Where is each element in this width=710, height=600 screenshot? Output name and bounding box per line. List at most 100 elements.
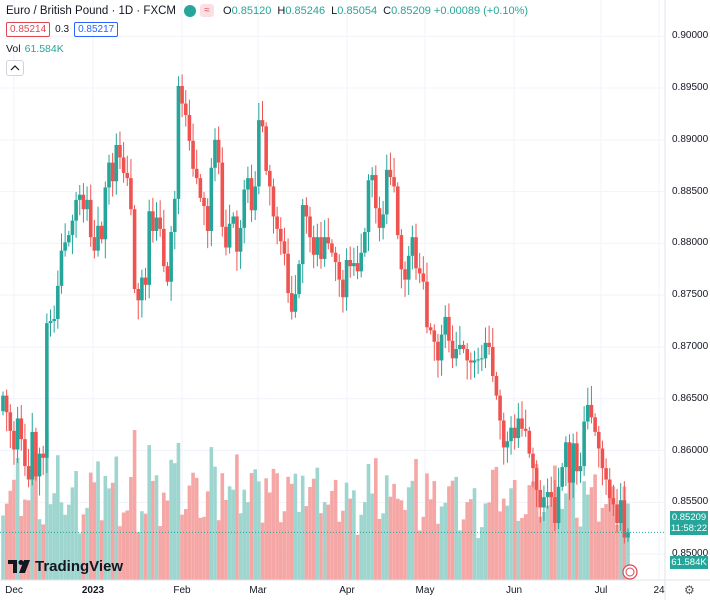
volume-label[interactable]: Vol <box>6 43 21 55</box>
volume-bar <box>432 481 437 580</box>
tradingview-logo-icon <box>8 560 30 573</box>
candle-body <box>56 285 60 319</box>
candle-body <box>432 330 437 342</box>
volume-bar <box>388 496 393 580</box>
volume-bar <box>114 456 119 580</box>
buy-button[interactable]: 0.85217 <box>74 22 119 37</box>
symbol-legend: Euro / British Pound · 1D · FXCM ≈ O0.85… <box>6 4 528 17</box>
candle-body <box>359 252 363 272</box>
volume-bar <box>213 466 217 580</box>
wave-icon[interactable]: ≈ <box>200 4 214 17</box>
candle-body <box>169 232 173 282</box>
volume-bar <box>209 447 214 580</box>
volume-bar <box>172 463 177 580</box>
candle-body <box>114 145 119 182</box>
volume-bar <box>224 500 228 580</box>
candle-body <box>600 448 605 469</box>
candle-body <box>607 479 612 499</box>
candle-body <box>216 139 221 163</box>
candle-body <box>545 491 550 498</box>
volume-bar <box>242 489 247 580</box>
candle-body <box>249 178 254 211</box>
volume-bar <box>410 480 415 580</box>
candle-body <box>23 439 27 467</box>
candle-body <box>330 243 334 253</box>
tradingview-logo[interactable]: TradingView <box>8 558 123 575</box>
collapse-legend-button[interactable] <box>6 60 24 76</box>
candle-body <box>198 178 203 198</box>
sell-button[interactable]: 0.85214 <box>6 22 51 37</box>
candle-body <box>392 177 396 187</box>
candle-body <box>235 216 239 252</box>
candle-body <box>512 427 517 439</box>
candle-body <box>77 194 82 200</box>
candle-body <box>319 237 323 259</box>
symbol-title[interactable]: Euro / British Pound · 1D · FXCM <box>6 4 176 17</box>
volume-bar <box>469 499 473 580</box>
volume-bar <box>286 476 290 580</box>
candle-body <box>615 504 619 524</box>
volume-tag: 61.584K <box>670 556 708 569</box>
candle-body <box>194 168 199 179</box>
time-tick-label: Apr <box>339 585 355 596</box>
volume-bar <box>198 517 203 580</box>
volume-bar <box>125 510 130 580</box>
candle-body <box>476 359 480 361</box>
candle-body <box>191 140 195 169</box>
candle-body <box>556 486 561 524</box>
candle-body <box>209 167 214 231</box>
candle-body <box>125 172 130 179</box>
volume-bar <box>45 430 49 580</box>
earnings-event-icon[interactable] <box>622 564 638 580</box>
volume-bar <box>575 517 579 580</box>
volume-bar <box>596 521 601 580</box>
volume-bar <box>322 502 327 580</box>
candle-body <box>483 342 488 359</box>
candle-body <box>96 225 100 251</box>
volume-bar <box>534 464 539 580</box>
volume-bar <box>450 480 455 580</box>
candle-body <box>377 208 382 228</box>
candle-body <box>264 126 268 171</box>
candle-body <box>286 253 290 294</box>
volume-bar <box>118 526 122 580</box>
candle-body <box>158 217 162 229</box>
volume-bar <box>436 523 440 580</box>
volume-bar <box>59 502 64 580</box>
candle-body <box>439 334 444 361</box>
candle-body <box>443 316 448 335</box>
volume-bar <box>271 468 276 580</box>
volume-bar <box>216 520 221 580</box>
volume-bar <box>110 482 115 580</box>
volume-bar <box>392 483 396 580</box>
candle-body <box>410 237 415 256</box>
candle-body <box>242 189 247 228</box>
candle-body <box>494 375 499 396</box>
volume-bar <box>311 478 316 580</box>
volume-bar <box>428 499 433 580</box>
candle-body <box>560 467 565 487</box>
volume-bar <box>205 491 210 580</box>
candle-body <box>88 199 93 238</box>
volume-bar <box>147 445 151 580</box>
volume-bar <box>194 477 199 580</box>
volume-bar <box>96 461 100 580</box>
settings-icon[interactable]: ⚙ <box>684 583 695 597</box>
volume-bar <box>300 475 305 580</box>
volume-bar <box>151 480 155 580</box>
volume-bar <box>183 509 188 580</box>
volume-bar <box>505 505 510 580</box>
volume-bar <box>282 511 287 580</box>
candle-body <box>363 232 367 253</box>
candle-body <box>381 214 385 228</box>
volume-bar <box>191 472 195 580</box>
spread-value: 0.3 <box>55 24 70 35</box>
candle-body <box>326 237 331 244</box>
candle-body <box>246 178 250 190</box>
candle-body <box>553 497 557 524</box>
volume-bar <box>447 486 451 580</box>
trade-buttons: 0.85214 0.3 0.85217 <box>6 22 119 37</box>
candle-body <box>282 241 287 254</box>
candle-body <box>414 237 418 269</box>
